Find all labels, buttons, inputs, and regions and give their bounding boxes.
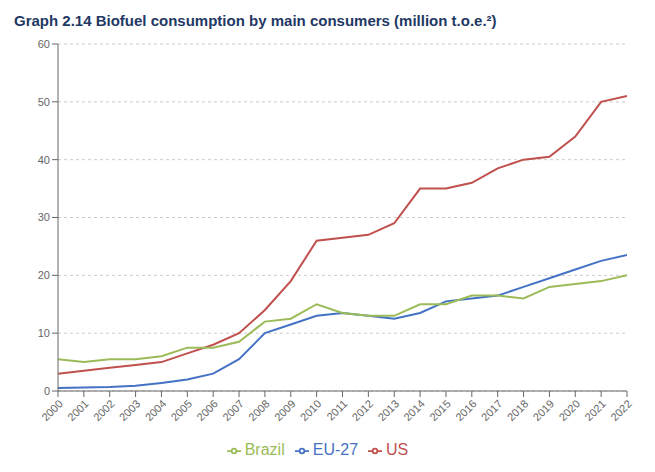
svg-text:2010: 2010 xyxy=(298,397,324,423)
svg-text:2005: 2005 xyxy=(168,397,194,423)
svg-text:30: 30 xyxy=(38,211,50,223)
svg-text:2000: 2000 xyxy=(39,397,65,423)
svg-text:2019: 2019 xyxy=(531,397,557,423)
svg-text:2015: 2015 xyxy=(427,397,453,423)
svg-text:2016: 2016 xyxy=(453,397,479,423)
svg-text:2021: 2021 xyxy=(582,397,608,423)
svg-text:40: 40 xyxy=(38,154,50,166)
svg-text:60: 60 xyxy=(38,38,50,50)
svg-text:2001: 2001 xyxy=(65,397,91,423)
html-text:Graph 2.14 Biofuel consumption: Graph 2.14 Biofuel consumption by main c… xyxy=(14,12,497,29)
svg-text:2006: 2006 xyxy=(194,397,220,423)
svg-text:2018: 2018 xyxy=(505,397,531,423)
svg-text:0: 0 xyxy=(44,385,50,397)
svg-text:2017: 2017 xyxy=(479,397,505,423)
html-text:EU-27: EU-27 xyxy=(312,441,359,458)
svg-text:2008: 2008 xyxy=(246,397,272,423)
svg-text:2012: 2012 xyxy=(350,397,376,423)
svg-text:2022: 2022 xyxy=(608,397,634,423)
svg-text:2011: 2011 xyxy=(324,397,349,422)
svg-text:2020: 2020 xyxy=(556,397,582,423)
svg-text:2002: 2002 xyxy=(91,397,117,423)
svg-text:2004: 2004 xyxy=(143,397,169,423)
svg-text:2003: 2003 xyxy=(117,397,143,423)
svg-text:2007: 2007 xyxy=(220,397,246,423)
svg-text:10: 10 xyxy=(38,327,50,339)
html-text:Brazil: Brazil xyxy=(244,441,285,458)
svg-text:2013: 2013 xyxy=(375,397,401,423)
svg-text:50: 50 xyxy=(38,96,50,108)
svg-text:2009: 2009 xyxy=(272,397,298,423)
svg-text:20: 20 xyxy=(38,269,50,281)
svg-text:2014: 2014 xyxy=(401,397,427,423)
html-text:US: US xyxy=(386,441,409,458)
